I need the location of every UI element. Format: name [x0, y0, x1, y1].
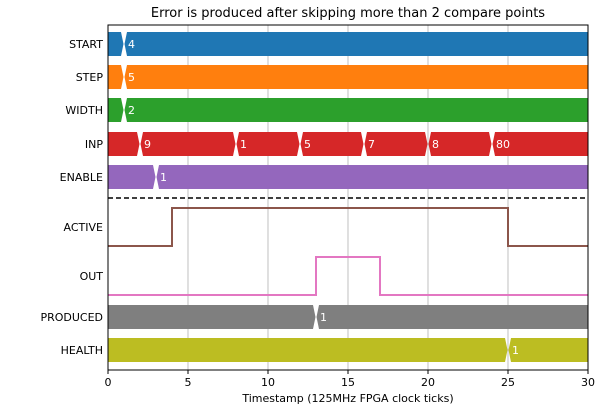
bus-segment	[316, 305, 588, 329]
signal-rows: START 4 STEP 5 WIDTH 2 INP 9 1 5 7 8 80 ENABLE 1 ACTIVE…	[40, 32, 588, 362]
value-label: 1	[240, 138, 247, 151]
bus-segment	[108, 338, 508, 362]
bus-segment	[156, 165, 588, 189]
value-label: 9	[144, 138, 151, 151]
x-tick-label: 30	[581, 376, 595, 389]
signal-label: HEALTH	[61, 344, 103, 357]
x-tick-label: 0	[105, 376, 112, 389]
signal-label: ENABLE	[60, 171, 103, 184]
value-label: 5	[304, 138, 311, 151]
signal-label: START	[69, 38, 103, 51]
x-axis-label: Timestamp (125MHz FPGA clock ticks)	[241, 392, 453, 405]
bus-segment	[108, 65, 124, 89]
signal-row-health: HEALTH 1	[61, 338, 588, 362]
bus-segment	[108, 98, 124, 122]
signal-row-out: OUT	[80, 256, 588, 296]
signal-row-active: ACTIVE	[64, 207, 588, 247]
value-label: 1	[320, 311, 327, 324]
bus-segment	[108, 32, 124, 56]
bus-segment	[124, 98, 588, 122]
bus-segment	[428, 132, 492, 156]
bit-waveform	[108, 207, 588, 247]
signal-label: OUT	[80, 270, 104, 283]
value-label: 2	[128, 104, 135, 117]
signal-label: WIDTH	[65, 104, 103, 117]
bus-segment	[108, 305, 316, 329]
value-label: 4	[128, 38, 135, 51]
x-tick-label: 15	[341, 376, 355, 389]
signal-row-inp: INP 9 1 5 7 8 80	[85, 132, 588, 156]
bus-segment	[108, 132, 140, 156]
value-label: 8	[432, 138, 439, 151]
value-label: 1	[160, 171, 167, 184]
bus-segment	[492, 132, 588, 156]
x-tick-label: 25	[501, 376, 515, 389]
bus-segment	[508, 338, 588, 362]
value-label: 7	[368, 138, 375, 151]
value-label: 80	[496, 138, 510, 151]
x-tick-label: 5	[185, 376, 192, 389]
bus-segment	[236, 132, 300, 156]
bus-segment	[124, 65, 588, 89]
signal-row-width: WIDTH 2	[65, 98, 588, 122]
x-tick-label: 20	[421, 376, 435, 389]
bus-segment	[364, 132, 428, 156]
bus-segment	[140, 132, 236, 156]
x-axis: 0 5 10 15 20 25 30	[105, 370, 595, 389]
signal-label: PRODUCED	[40, 311, 103, 324]
signal-row-start: START 4	[69, 32, 588, 56]
bus-segment	[300, 132, 364, 156]
signal-label: INP	[85, 138, 103, 151]
bit-waveform	[108, 256, 588, 296]
bus-segment	[124, 32, 588, 56]
chart-title: Error is produced after skipping more th…	[151, 6, 545, 21]
bus-segment	[108, 165, 156, 189]
signal-row-step: STEP 5	[76, 65, 588, 89]
value-label: 1	[512, 344, 519, 357]
signal-row-enable: ENABLE 1	[60, 165, 588, 189]
signal-row-produced: PRODUCED 1	[40, 305, 588, 329]
value-label: 5	[128, 71, 135, 84]
x-tick-label: 10	[261, 376, 275, 389]
signal-label: ACTIVE	[64, 221, 104, 234]
signal-label: STEP	[76, 71, 104, 84]
